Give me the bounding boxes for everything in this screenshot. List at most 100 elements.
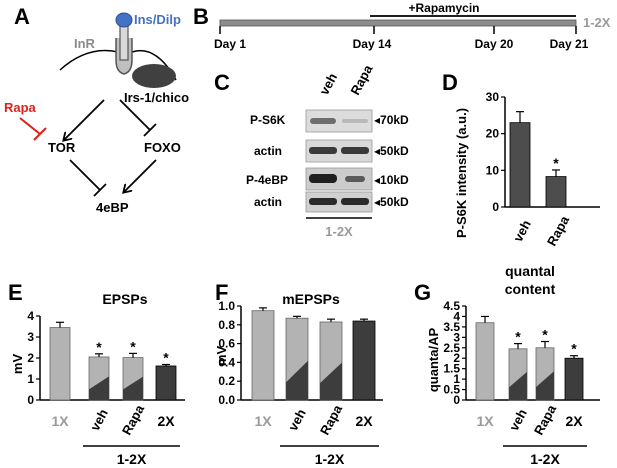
x-label-f-veh: veh xyxy=(285,406,309,433)
group-label-g: 1-2X xyxy=(530,451,560,467)
inhibit-foxo-line xyxy=(119,99,151,131)
title-g-line1: quantal xyxy=(505,263,555,279)
x-label-f-rapa: Rapa xyxy=(317,402,346,438)
label-day21: Day 21 xyxy=(550,37,589,51)
y-tick-label-g: 0.5 xyxy=(443,383,460,397)
bar-e-1x xyxy=(49,327,71,401)
y-tick-label-e: 4 xyxy=(27,309,34,323)
panel-e: E EPSPs mV 0 1 2 3 4 1X * veh * Rapa * 2X 1-2X xyxy=(8,280,185,467)
y-tick-label-e: 3 xyxy=(27,330,34,344)
lane-label-veh: veh xyxy=(316,71,340,98)
size-10kd: ◂10kD xyxy=(374,173,409,187)
group-label-e: 1-2X xyxy=(117,451,147,467)
bar-f-2x xyxy=(352,320,376,401)
x-label-g-2x: 2X xyxy=(565,413,583,429)
bar-dark-part-e-rapa xyxy=(123,376,143,400)
panel-letter-f: F xyxy=(215,280,228,305)
label-day1: Day 1 xyxy=(214,37,246,51)
x-label-g-1x: 1X xyxy=(476,413,494,429)
y-tick-label-g: 4 xyxy=(453,309,460,323)
chart-e: 0 1 2 3 4 1X * veh * Rapa * 2X 1-2X xyxy=(27,309,185,467)
bar-dark-part-e-veh xyxy=(89,376,109,400)
y-tick-label-g: 0 xyxy=(453,393,460,407)
label-genotype-c: 1-2X xyxy=(325,224,353,239)
panel-letter-e: E xyxy=(8,280,23,305)
bar-g-2x xyxy=(564,357,584,401)
y-tick-label-f: 0.0 xyxy=(218,393,235,407)
title-e: EPSPs xyxy=(102,291,147,307)
significance-star-e: * xyxy=(163,350,169,366)
panel-letter-a: A xyxy=(14,4,30,29)
x-label-f-2x: 2X xyxy=(355,413,373,429)
label-day20: Day 20 xyxy=(475,37,514,51)
significance-star-d: * xyxy=(553,155,559,171)
y-tick-label-d: 20 xyxy=(486,127,500,141)
label-tor: TOR xyxy=(48,140,76,155)
size-70kd: ◂70kD xyxy=(374,113,409,127)
y-tick-label-d: 0 xyxy=(492,200,499,214)
y-tick-label-d: 10 xyxy=(486,163,500,177)
group-label-f: 1-2X xyxy=(315,451,345,467)
significance-star-g: * xyxy=(542,327,548,343)
bar-g-1x xyxy=(475,322,495,401)
row-label-p4ebp: P-4eBP xyxy=(246,173,288,187)
y-tick-label-g: 1.5 xyxy=(443,362,460,376)
chart-g: 00.511.522.533.544.5 1X * veh * Rapa * 2X 1-2X xyxy=(443,299,600,467)
significance-star-g: * xyxy=(515,329,521,345)
x-label-e-2x: 2X xyxy=(157,413,175,429)
size-50kd-2: ◂50kD xyxy=(374,195,409,209)
label-foxo: FOXO xyxy=(144,140,181,155)
panel-c: C veh Rapa P-S6K actin P-4eBP actin ◂70k… xyxy=(214,62,409,239)
lane-label-rapa: Rapa xyxy=(347,62,376,98)
label-rapamycin: +Rapamycin xyxy=(408,1,479,15)
x-label-f-1x: 1X xyxy=(254,413,272,429)
x-label-e-rapa: Rapa xyxy=(119,402,148,438)
membrane-left xyxy=(59,49,119,71)
chart-f: 0.0 0.2 0.4 0.6 0.8 1.0 1X veh Rapa 2X 1-2X xyxy=(218,299,383,467)
bar-dark-part-g-veh xyxy=(509,371,527,400)
label-rapa: Rapa xyxy=(4,100,37,115)
label-inr: InR xyxy=(74,36,96,51)
ligand-icon xyxy=(115,12,133,28)
y-tick-label-g: 1 xyxy=(453,372,460,386)
y-tick-label-g: 4.5 xyxy=(443,299,460,313)
label-day14: Day 14 xyxy=(353,37,392,51)
bar-dark-part-g-rapa xyxy=(536,371,554,400)
tor-inhibit-bar xyxy=(93,183,107,197)
bar-f-1x xyxy=(251,310,275,401)
x-label-e-veh: veh xyxy=(87,406,111,433)
label-irs-chico: Irs-1/chico xyxy=(124,90,189,105)
blot-p4ebp xyxy=(305,167,373,191)
significance-star-e: * xyxy=(96,339,102,355)
title-f: mEPSPs xyxy=(282,291,340,307)
y-tick-label-e: 2 xyxy=(27,351,34,365)
y-tick-label-f: 1.0 xyxy=(218,299,235,313)
panel-letter-g: G xyxy=(414,280,431,305)
rapa-inhibit-line xyxy=(19,117,41,135)
panel-f: F mEPSPs mV 0.0 0.2 0.4 0.6 0.8 1.0 1X veh Rapa 2… xyxy=(214,280,383,467)
row-label-ps6k: P-S6K xyxy=(250,113,286,127)
size-50kd-1: ◂50kD xyxy=(374,144,409,158)
y-tick-label-f: 0.2 xyxy=(218,374,235,388)
label-ins-dilp: Ins/Dilp xyxy=(134,12,181,27)
y-tick-label-g: 3 xyxy=(453,330,460,344)
x-label-e-1x: 1X xyxy=(51,413,69,429)
panel-letter-c: C xyxy=(214,70,230,95)
tor-inhibit-line xyxy=(69,159,101,191)
significance-star-g: * xyxy=(571,341,577,357)
x-label-g-veh: veh xyxy=(506,406,530,433)
inhibit-foxo-bar xyxy=(143,123,157,137)
y-tick-label-d: 30 xyxy=(486,90,500,104)
y-tick-label-g: 2.5 xyxy=(443,341,460,355)
ylabel-e: mV xyxy=(10,354,25,375)
blot-actin-2 xyxy=(305,191,373,213)
y-tick-label-f: 0.6 xyxy=(218,337,235,351)
bar-d-veh xyxy=(509,122,531,208)
panel-letter-b: B xyxy=(193,4,209,29)
y-tick-label-e: 0 xyxy=(27,393,34,407)
y-tick-label-g: 2 xyxy=(453,351,460,365)
rapa-inhibit-bar xyxy=(33,127,47,141)
bar-dark-part-f-rapa xyxy=(320,362,342,400)
panel-d: D P-S6K intensity (a.u.) 0 10 20 30 veh * Rapa xyxy=(442,70,600,248)
